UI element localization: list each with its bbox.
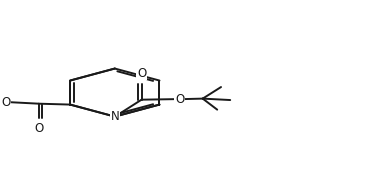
Text: O: O <box>175 93 184 106</box>
Text: O: O <box>1 96 10 109</box>
Text: N: N <box>111 110 119 123</box>
Text: O: O <box>34 122 43 135</box>
Text: O: O <box>137 67 146 80</box>
